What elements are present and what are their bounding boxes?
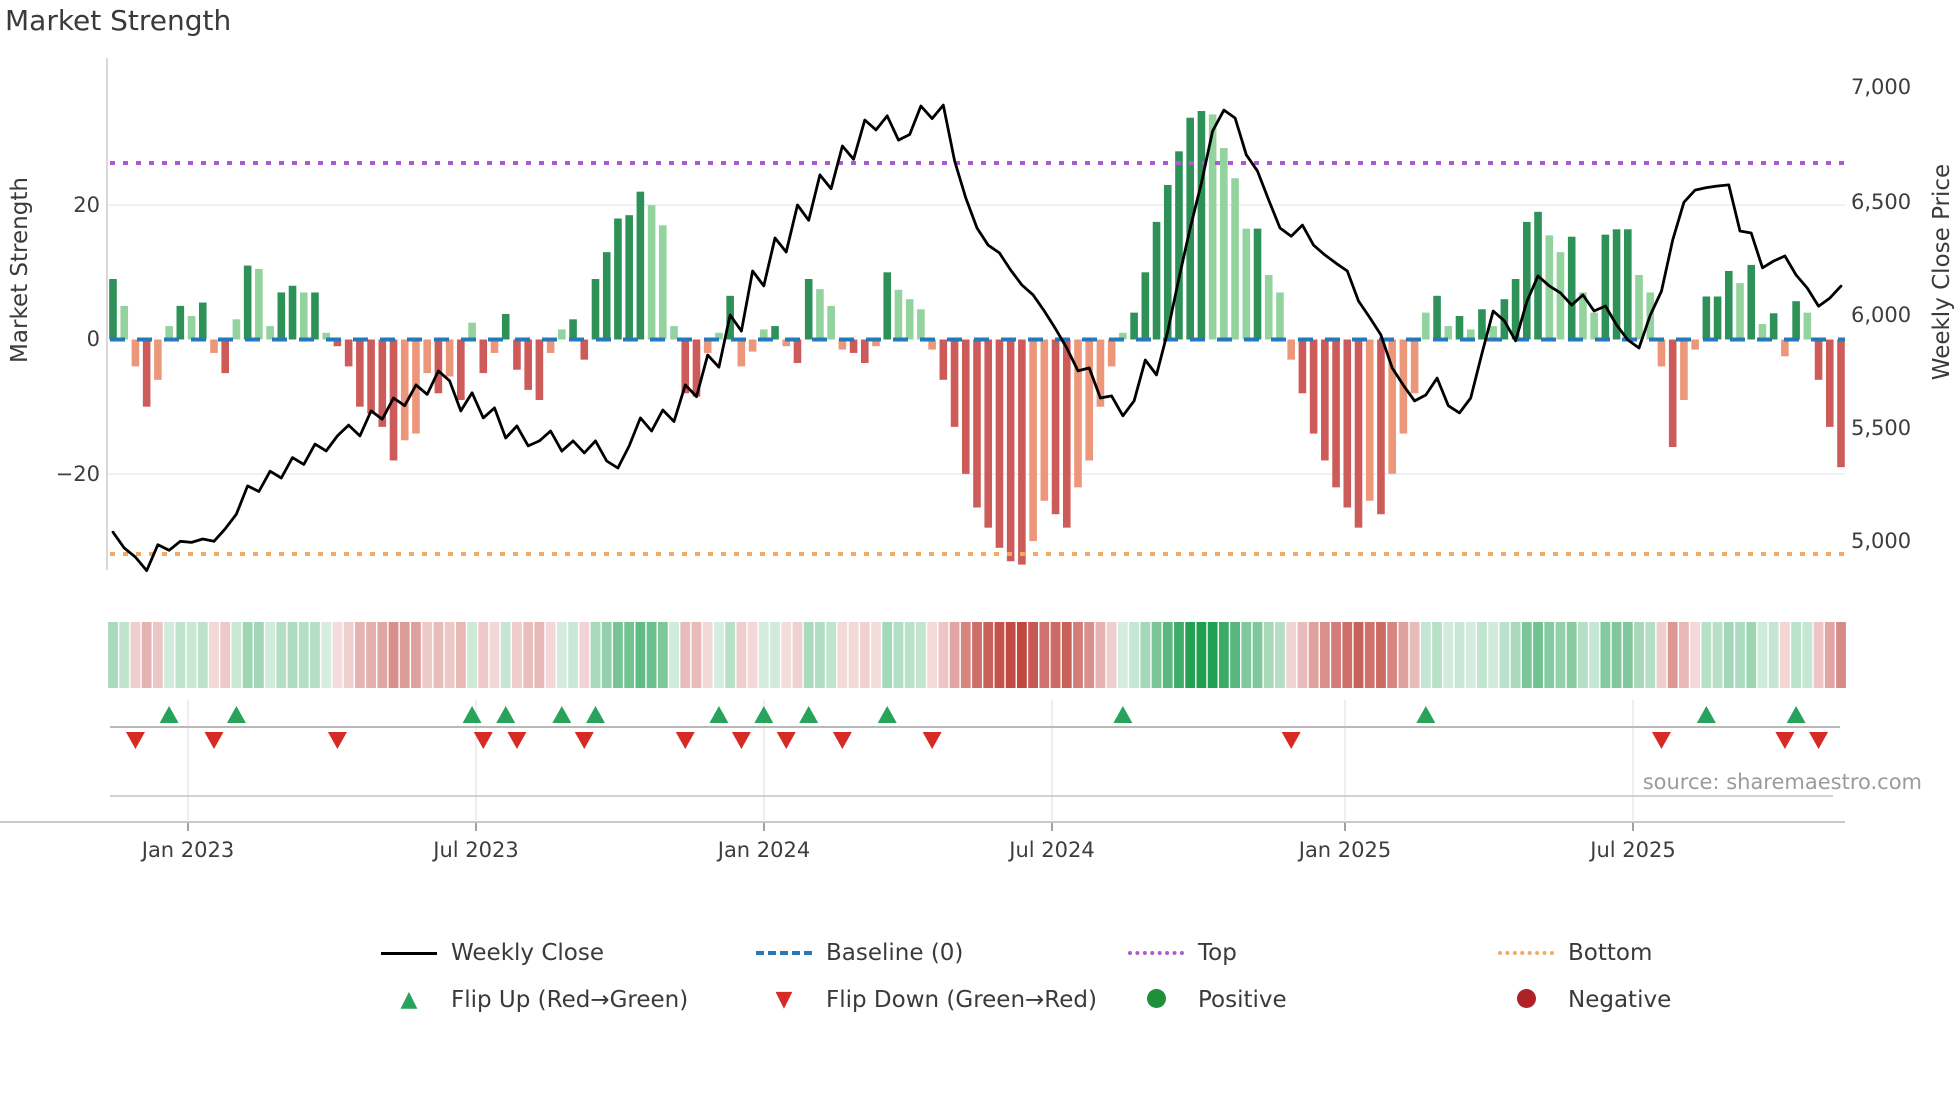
flip-up-marker — [226, 706, 246, 723]
legend-positive: Positive — [1128, 985, 1287, 1015]
right-tick-6500: 6,500 — [1851, 190, 1912, 214]
flip-down-marker — [731, 732, 751, 749]
flip-down-marker — [327, 732, 347, 749]
flip-up-marker — [799, 706, 819, 723]
flip-up-marker — [754, 706, 774, 723]
heatmap-strip — [108, 622, 1846, 688]
flip-down-marker — [1775, 732, 1795, 749]
x-tick-jul-2024: Jul 2024 — [1009, 838, 1095, 862]
flip-up-marker — [585, 706, 605, 723]
flip-down-marker — [675, 732, 695, 749]
flip-up-marker — [462, 706, 482, 723]
baseline-dash-swatch — [756, 951, 812, 955]
legend-top: Top — [1128, 938, 1237, 968]
gridlines — [0, 58, 1845, 831]
flip-down-triangle-icon: ▼ — [775, 987, 793, 1012]
weekly-close-line-swatch — [381, 951, 437, 955]
flip-up-marker — [1113, 706, 1133, 723]
flip-down-marker — [832, 732, 852, 749]
legend-flip-down: ▼ Flip Down (Green→Red) — [756, 985, 1097, 1015]
x-tick-jan-2025: Jan 2025 — [1298, 838, 1392, 862]
x-tick-jan-2023: Jan 2023 — [141, 838, 235, 862]
legend-negative: Negative — [1498, 985, 1671, 1015]
flip-down-marker — [1809, 732, 1829, 749]
flip-down-marker — [473, 732, 493, 749]
flip-up-marker — [159, 706, 179, 723]
left-tick-0: 0 — [86, 327, 100, 351]
left-tick-20: 20 — [73, 193, 100, 217]
bottom-dotted-swatch — [1498, 951, 1554, 955]
flip-up-marker — [709, 706, 729, 723]
flip-down-marker — [1281, 732, 1301, 749]
flip-markers — [125, 706, 1829, 749]
flip-up-marker — [1696, 706, 1716, 723]
page-title: Market Strength — [5, 4, 232, 37]
flip-down-marker — [922, 732, 942, 749]
negative-circle-icon — [1498, 988, 1554, 1012]
flip-down-marker — [1651, 732, 1671, 749]
flip-up-marker — [877, 706, 897, 723]
x-tick-jul-2023: Jul 2023 — [433, 838, 519, 862]
positive-circle-icon — [1128, 988, 1184, 1012]
flip-up-marker — [1786, 706, 1806, 723]
reference-lines — [110, 161, 1845, 556]
legend-baseline: Baseline (0) — [756, 938, 963, 968]
right-tick-5500: 5,500 — [1851, 416, 1912, 440]
flip-down-marker — [574, 732, 594, 749]
flip-up-marker — [496, 706, 516, 723]
flip-down-marker — [507, 732, 527, 749]
legend-weekly-close: Weekly Close — [381, 938, 604, 968]
x-tick-jan-2024: Jan 2024 — [717, 838, 811, 862]
flip-up-triangle-icon: ▲ — [400, 987, 418, 1012]
left-tick-neg20: −20 — [55, 462, 100, 486]
top-dotted-swatch — [1128, 951, 1184, 955]
flip-up-marker — [552, 706, 572, 723]
flip-up-marker — [1416, 706, 1436, 723]
legend-bottom: Bottom — [1498, 938, 1652, 968]
price-line — [111, 103, 1843, 572]
legend-flip-up: ▲ Flip Up (Red→Green) — [381, 985, 689, 1015]
right-tick-5000: 5,000 — [1851, 529, 1912, 553]
x-tick-jul-2025: Jul 2025 — [1590, 838, 1676, 862]
right-tick-7000: 7,000 — [1851, 75, 1912, 99]
flip-down-marker — [204, 732, 224, 749]
right-tick-6000: 6,000 — [1851, 303, 1912, 327]
source-credit: source: sharemaestro.com — [1642, 770, 1922, 794]
flip-down-marker — [125, 732, 145, 749]
weekly-close-line — [111, 103, 1843, 572]
flip-down-marker — [776, 732, 796, 749]
